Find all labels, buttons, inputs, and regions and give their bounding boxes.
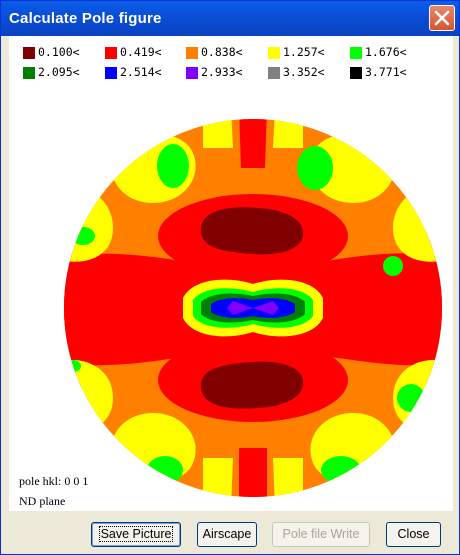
legend-swatch	[105, 67, 117, 79]
legend-label: 2.514<	[120, 65, 162, 79]
level-0419-region	[239, 119, 267, 168]
legend-swatch	[186, 67, 198, 79]
legend-swatch	[268, 47, 280, 59]
legend-swatch	[105, 47, 117, 59]
airscape-button[interactable]: Airscape	[197, 522, 257, 547]
level-0419-region	[411, 224, 442, 392]
legend-swatch	[350, 67, 362, 79]
legend-swatch	[268, 67, 280, 79]
level-1676-region	[65, 360, 81, 372]
level-1676-region	[147, 456, 183, 484]
close-button[interactable]: Close	[386, 522, 441, 547]
pole-figure-plot	[64, 119, 442, 497]
legend-label: 0.419<	[120, 45, 162, 59]
level-0100-region	[200, 207, 304, 255]
legend-label: 1.257<	[283, 45, 325, 59]
level-1676-region	[321, 456, 361, 484]
level-0100-region	[200, 361, 304, 409]
save-picture-button[interactable]: Save Picture	[91, 522, 181, 547]
legend-swatch	[350, 47, 362, 59]
level-0419-region	[64, 224, 95, 392]
close-x-icon	[434, 10, 450, 26]
level-1676-region	[157, 144, 189, 188]
title-bar[interactable]: Calculate Pole figure	[1, 1, 459, 36]
legend-label: 1.676<	[365, 45, 407, 59]
level-1676-region	[71, 227, 95, 245]
level-1257-region	[273, 458, 303, 497]
level-1257-region	[203, 119, 233, 148]
pole-figure-panel: 0.100< 0.419< 0.838< 1.257< 1.676< 2.095…	[9, 36, 453, 511]
legend-swatch	[23, 47, 35, 59]
legend-swatch	[23, 67, 35, 79]
level-0419-region	[239, 448, 267, 497]
window-title: Calculate Pole figure	[9, 10, 162, 27]
level-2933-center	[227, 301, 279, 315]
legend-label: 2.095<	[38, 65, 80, 79]
pole-file-write-button[interactable]: Pole file Write	[272, 522, 370, 547]
level-1257-region	[203, 458, 233, 497]
level-1676-region	[297, 146, 333, 190]
legend-label: 0.838<	[201, 45, 243, 59]
legend-label: 3.771<	[365, 65, 407, 79]
legend-label: 0.100<	[38, 45, 80, 59]
level-1676-region	[383, 256, 403, 276]
legend-label: 2.933<	[201, 65, 243, 79]
plane-label: ND plane	[19, 494, 66, 508]
legend-label: 3.352<	[283, 65, 325, 79]
window-close-button[interactable]	[429, 5, 455, 31]
legend-swatch	[186, 47, 198, 59]
legend: 0.100< 0.419< 0.838< 1.257< 1.676< 2.095…	[19, 41, 439, 81]
pole-hkl-label: pole hkl: 0 0 1	[19, 474, 89, 488]
save-picture-label: Save Picture	[98, 526, 174, 542]
level-1676-region	[397, 384, 425, 412]
level-1257-region	[273, 119, 303, 148]
